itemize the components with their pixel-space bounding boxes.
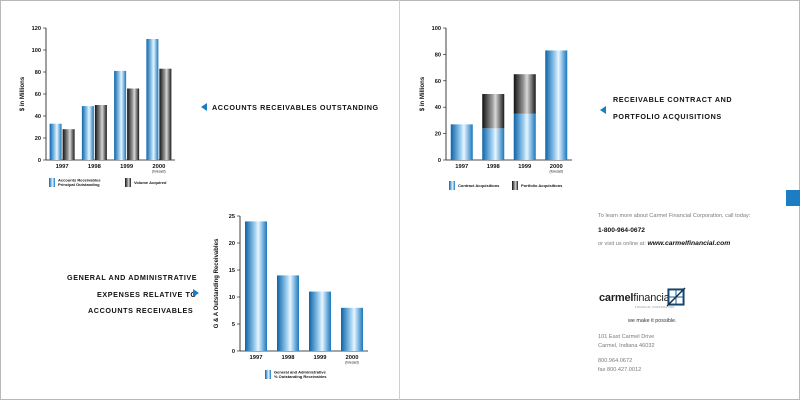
legend-label: Accounts Receivables bbox=[58, 178, 101, 183]
bar-black bbox=[127, 88, 140, 160]
address-line1: 101 East Carmel Drive bbox=[598, 334, 655, 340]
callout-contract-line1: RECEIVABLE CONTRACT AND bbox=[613, 95, 733, 104]
office-phone: 800.964.0672 bbox=[598, 358, 633, 364]
bar-black bbox=[94, 105, 107, 160]
bar-blue bbox=[245, 221, 267, 351]
callout-ga-line1: GENERAL AND ADMINISTRATIVE bbox=[67, 273, 198, 282]
callout-pointer-icon bbox=[600, 106, 606, 114]
y-tick-label: 40 bbox=[435, 105, 441, 111]
y-axis-title: G & A Outstanding Receivables bbox=[214, 238, 220, 328]
y-tick-label: 5 bbox=[232, 322, 235, 328]
callout-pointer-icon bbox=[193, 289, 199, 297]
y-tick-label: 40 bbox=[35, 114, 41, 120]
office-fax: fax 800.427.0012 bbox=[598, 367, 642, 373]
x-tick-label: 1999 bbox=[120, 164, 134, 170]
contact-phone: 1-800-964-0672 bbox=[598, 227, 645, 234]
brand-name-bold: carmel bbox=[599, 292, 634, 304]
x-tick-label: 2000 bbox=[152, 164, 165, 170]
bar-blue bbox=[341, 307, 363, 351]
y-axis-title: $ in Millions bbox=[20, 76, 26, 111]
address-line2: Carmel, Indiana 46032 bbox=[598, 343, 655, 349]
brand-subtitle: FINANCIAL CORPORATION bbox=[635, 306, 675, 309]
y-tick-label: 120 bbox=[32, 26, 41, 32]
y-tick-label: 100 bbox=[32, 48, 41, 54]
y-tick-label: 20 bbox=[229, 241, 235, 247]
y-tick-label: 10 bbox=[229, 295, 235, 301]
legend-swatch-black bbox=[512, 181, 518, 190]
contact-online: or visit us online at: www.carmelfinanci… bbox=[598, 240, 730, 247]
callout-contract-line2: PORTFOLIO ACQUISITIONS bbox=[613, 112, 722, 121]
y-tick-label: 20 bbox=[435, 132, 441, 138]
legend-swatch-blue bbox=[449, 181, 455, 190]
bar-blue bbox=[146, 39, 159, 160]
bar-blue bbox=[277, 275, 299, 351]
bar-blue bbox=[81, 106, 94, 160]
y-tick-label: 100 bbox=[432, 26, 441, 32]
bar-black bbox=[62, 129, 75, 160]
chart-accounts-receivables: 0 20 40 60 80 100 120 $ in Millions 1997 1998 1999… bbox=[20, 26, 175, 187]
legend-swatch-black bbox=[125, 178, 131, 187]
x-tick-label: 2000 bbox=[346, 355, 359, 361]
brand-name-light: financial bbox=[633, 292, 672, 304]
y-tick-label: 15 bbox=[229, 268, 235, 274]
y-tick-label: 60 bbox=[35, 92, 41, 98]
brand-logo: carmelfinancial bbox=[599, 292, 672, 304]
callout-accounts-receivables: ACCOUNTS RECEIVABLES OUTSTANDING bbox=[212, 103, 379, 112]
x-tick-note: (forecast) bbox=[550, 170, 563, 174]
bar-black bbox=[513, 74, 536, 114]
contact-intro: To learn more about Carmel Financial Cor… bbox=[598, 213, 751, 219]
contact-online-prefix: or visit us online at: bbox=[598, 241, 646, 247]
x-tick-label: 1998 bbox=[487, 164, 501, 170]
y-axis-title: $ in Millions bbox=[420, 76, 426, 111]
x-tick-label: 1998 bbox=[282, 355, 296, 361]
y-tick-label: 0 bbox=[232, 349, 235, 355]
legend-label: General and Administrative bbox=[274, 370, 327, 375]
bar-blue bbox=[450, 124, 473, 160]
x-tick-label: 1997 bbox=[455, 164, 468, 170]
bar-blue bbox=[513, 113, 536, 160]
x-tick-label: 1997 bbox=[250, 355, 263, 361]
side-tab-marker bbox=[786, 190, 800, 206]
x-tick-note: (forecast) bbox=[152, 170, 165, 174]
website-link[interactable]: www.carmelfinancial.com bbox=[647, 240, 731, 247]
bar-blue bbox=[309, 291, 331, 351]
callout-pointer-icon bbox=[201, 103, 207, 111]
bar-blue bbox=[482, 128, 505, 160]
legend-swatch-blue bbox=[265, 370, 271, 379]
y-tick-label: 20 bbox=[35, 136, 41, 142]
chart-general-administrative: 0 5 10 15 20 25 G & A Outstanding Receivables 1… bbox=[214, 214, 368, 379]
y-tick-label: 80 bbox=[435, 52, 441, 58]
chart-contract-portfolio-acquisitions: 0 20 40 60 80 100 $ in Millions 1997 1998 1999 200… bbox=[420, 26, 572, 190]
bar-blue bbox=[545, 50, 568, 160]
x-tick-label: 1999 bbox=[314, 355, 328, 361]
bar-black bbox=[482, 94, 505, 129]
x-tick-label: 2000 bbox=[550, 164, 563, 170]
callout-ga-line2: EXPENSES RELATIVE TO bbox=[97, 290, 197, 299]
bar-blue bbox=[114, 70, 127, 160]
legend-swatch-blue bbox=[49, 178, 55, 187]
legend-label: Volume Acquired bbox=[134, 180, 167, 185]
bar-blue bbox=[49, 123, 62, 160]
y-tick-label: 0 bbox=[38, 158, 41, 164]
legend-label: Portfolio Acquisitions bbox=[521, 183, 563, 188]
callout-ga-line3: ACCOUNTS RECEIVABLES bbox=[88, 306, 194, 315]
x-tick-note: (forecast) bbox=[345, 361, 358, 365]
x-tick-label: 1999 bbox=[518, 164, 532, 170]
legend-label: % Outstanding Receivables bbox=[274, 374, 327, 379]
y-tick-label: 60 bbox=[435, 79, 441, 85]
window-logo-icon bbox=[666, 287, 686, 307]
legend-label: Contract Acquisitions bbox=[458, 183, 500, 188]
legend-label: Principal Outstanding bbox=[58, 182, 100, 187]
page-spine bbox=[399, 0, 400, 400]
brand-tagline: we make it possible. bbox=[628, 318, 677, 324]
y-tick-label: 0 bbox=[438, 158, 441, 164]
x-tick-label: 1997 bbox=[56, 164, 69, 170]
y-tick-label: 80 bbox=[35, 70, 41, 76]
x-tick-label: 1998 bbox=[88, 164, 102, 170]
y-tick-label: 25 bbox=[229, 214, 235, 220]
bar-black bbox=[159, 68, 172, 160]
